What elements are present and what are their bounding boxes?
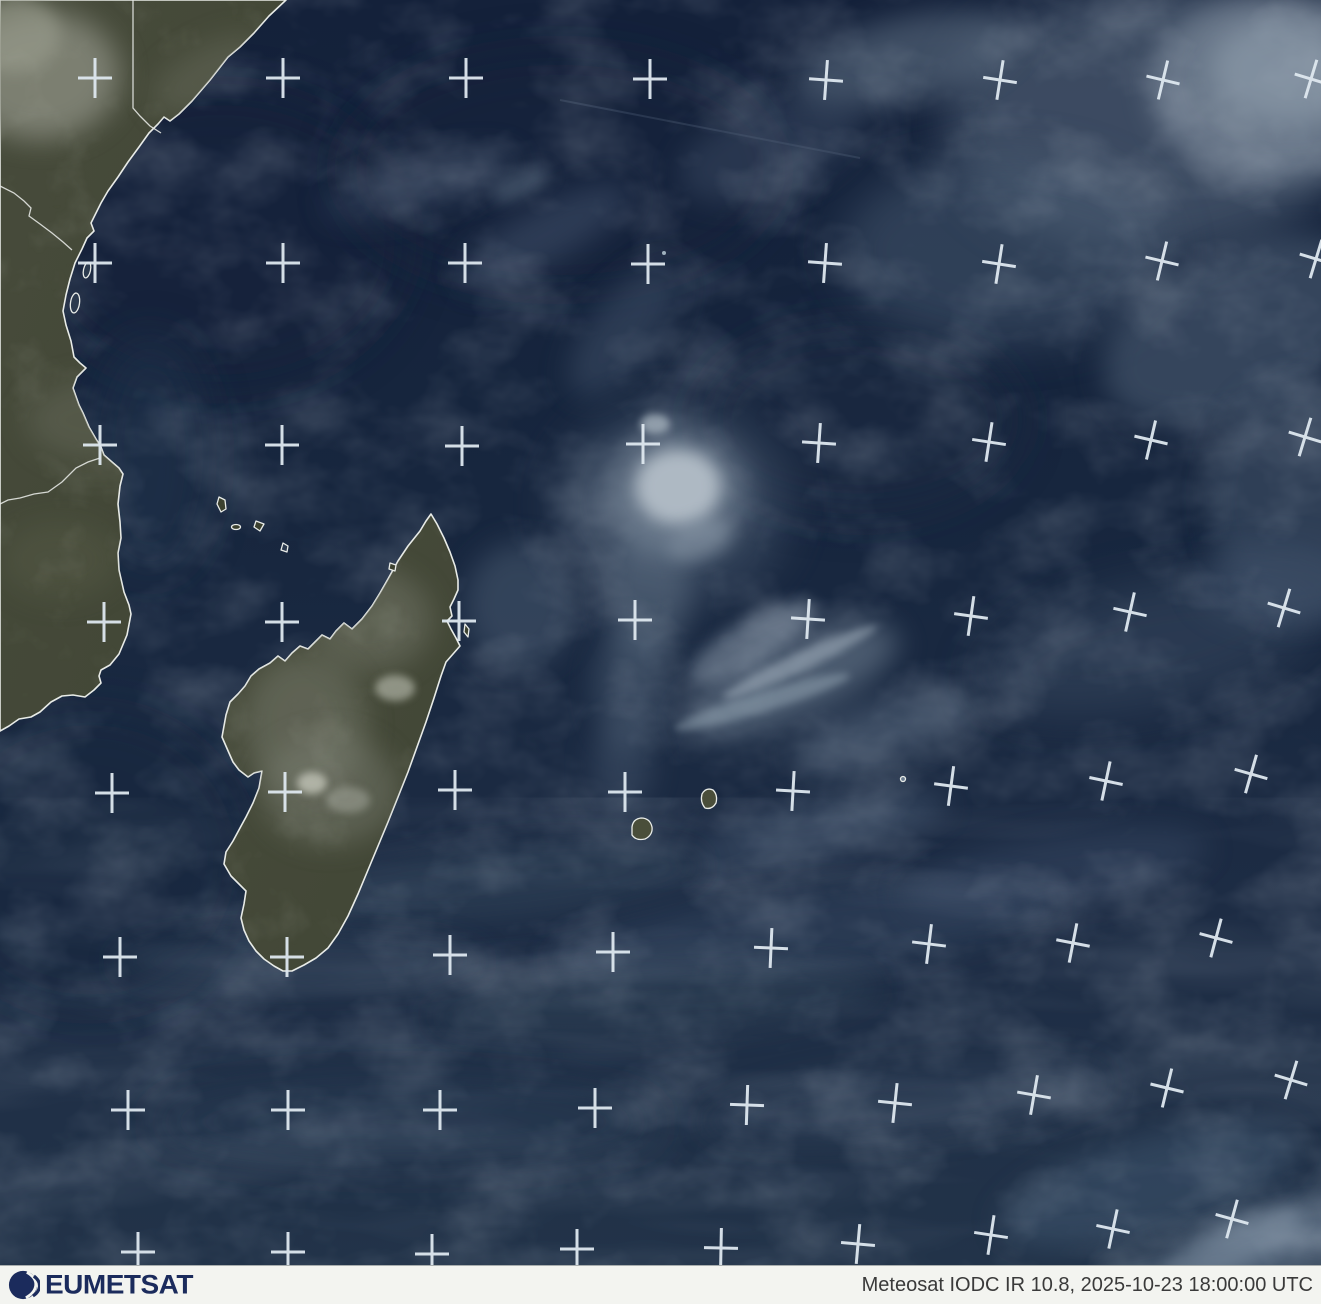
graticule-cross	[626, 424, 660, 464]
islands	[69, 251, 907, 841]
graticule-cross	[415, 1234, 449, 1265]
graticule-cross	[433, 935, 467, 975]
graticule-cross	[1145, 241, 1179, 281]
graticule-cross	[981, 244, 1017, 284]
eumetsat-logo: EUMETSAT	[0, 1269, 193, 1301]
graticule-cross	[449, 58, 483, 98]
graticule-cross	[1016, 1075, 1052, 1115]
graticule-cross	[442, 601, 476, 641]
graticule-cross	[1113, 592, 1147, 632]
rodrigues-island	[899, 775, 907, 783]
graticule-cross	[111, 1090, 145, 1130]
graticule-cross	[87, 602, 121, 642]
graticule-cross	[1146, 60, 1180, 100]
footer-bar: EUMETSAT Meteosat IODC IR 10.8, 2025-10-…	[0, 1265, 1321, 1304]
mauritius-island	[700, 788, 718, 810]
graticule-cross	[560, 1229, 594, 1265]
graticule-cross	[1089, 761, 1123, 801]
graticule-cross	[1096, 1209, 1130, 1249]
eumetsat-logo-text: EUMETSAT	[45, 1269, 193, 1300]
graticule-cross	[1150, 1068, 1184, 1108]
anjouan-island	[253, 520, 265, 532]
graticule-cross	[703, 1227, 739, 1265]
satellite-map	[0, 0, 1321, 1265]
graticule-cross	[973, 1215, 1009, 1255]
graticule-cross	[971, 422, 1007, 462]
graticule-cross	[1234, 754, 1268, 794]
graticule-cross	[1056, 923, 1090, 963]
graticule-cross	[78, 243, 112, 283]
graticule-cross	[448, 243, 482, 283]
graticule-cross	[578, 1088, 612, 1128]
nosy-be-island	[388, 562, 397, 572]
graticule-cross	[268, 772, 302, 812]
graticule-cross	[445, 426, 479, 466]
graticule-cross	[1288, 417, 1321, 457]
graticule-cross	[801, 422, 837, 464]
graticule-cross	[596, 932, 630, 972]
moheli-island	[230, 523, 242, 531]
graticule-cross	[83, 425, 117, 465]
image-caption: Meteosat IODC IR 10.8, 2025-10-23 18:00:…	[861, 1273, 1313, 1296]
graticule-cross	[618, 600, 652, 640]
border-tanzania-mozambique	[0, 457, 101, 505]
sainte-marie-island	[463, 623, 470, 638]
graticule-cross	[808, 59, 844, 101]
graticule-cross	[266, 58, 300, 98]
graticule-cross	[1299, 239, 1321, 279]
border-somalia-kenya	[132, 0, 162, 134]
graticule-cross	[790, 598, 826, 640]
cloud-streak-texture	[0, 820, 1321, 1265]
graticule-cross	[953, 595, 989, 637]
country-borders	[0, 0, 162, 505]
graticule-cross	[423, 1090, 457, 1130]
graticule-cross	[631, 244, 665, 284]
graticule-cross	[270, 937, 304, 977]
graticule-cross	[1294, 59, 1321, 99]
graticule-cross	[1215, 1199, 1249, 1239]
graticule-cross	[753, 927, 789, 969]
agalega-islet	[662, 251, 666, 255]
graticule-cross	[1134, 420, 1168, 460]
graticule-cross	[982, 60, 1018, 100]
graticule-cross	[1274, 1060, 1308, 1100]
graticule-cross	[807, 242, 843, 284]
graticule-cross	[1267, 588, 1301, 628]
graticule-cross	[1199, 918, 1233, 958]
graticule-cross	[840, 1223, 876, 1265]
graticule-cross	[608, 772, 642, 812]
graticule-crosses	[78, 58, 1321, 1265]
graticule-cross	[266, 243, 300, 283]
graticule-cross	[438, 770, 472, 810]
tropical-cyclone-clouds	[603, 414, 878, 731]
graticule-cross	[729, 1084, 765, 1126]
graticule-cross	[121, 1232, 155, 1265]
zanzibar-island	[69, 292, 81, 314]
border-kenya-tanzania	[0, 185, 73, 251]
mayotte-island	[280, 542, 289, 553]
graticule-cross	[271, 1090, 305, 1130]
graticule-cross	[775, 770, 811, 812]
graticule-cross	[103, 937, 137, 977]
graticule-cross	[271, 1232, 305, 1265]
graticule-cross	[78, 58, 112, 98]
bright-corner-clouds	[1165, 15, 1321, 1265]
reunion-island	[631, 817, 653, 841]
graticule-cross	[95, 773, 129, 813]
eumetsat-logo-icon	[8, 1270, 40, 1300]
grande-comore-island	[216, 496, 227, 513]
graticule-cross	[265, 425, 299, 465]
graticule-cross	[911, 923, 947, 965]
graticule-cross	[633, 59, 667, 99]
graticule-cross	[933, 765, 969, 807]
graticule-cross	[265, 602, 299, 642]
graticule-cross	[877, 1082, 913, 1124]
